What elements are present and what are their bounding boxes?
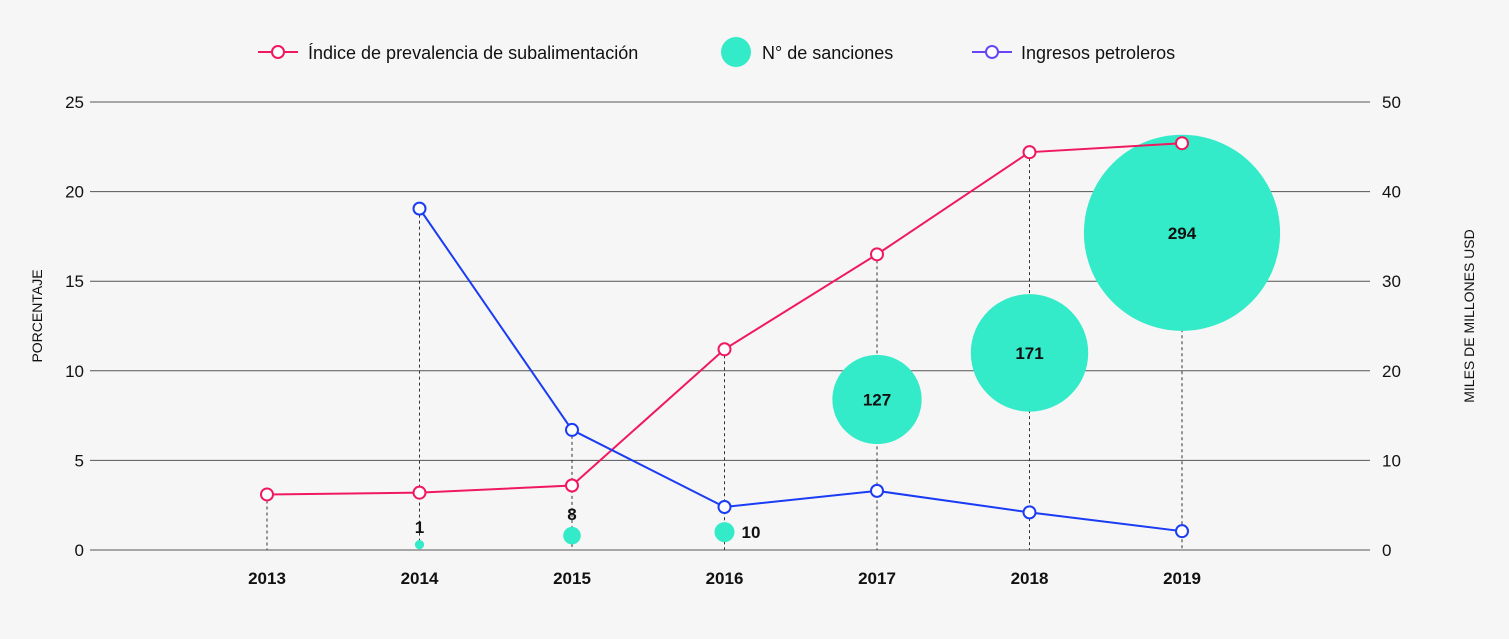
- y-right-tick-label: 40: [1382, 183, 1401, 202]
- legend-item-sanciones[interactable]: N° de sanciones: [721, 37, 893, 67]
- sanciones-bubble: [970, 294, 1089, 412]
- series-point-0: [565, 478, 579, 493]
- legend-item-ingresos[interactable]: Ingresos petroleros: [972, 43, 1175, 63]
- y-left-tick-label: 0: [75, 541, 84, 560]
- x-tick-label: 2016: [706, 569, 744, 588]
- sanciones-bubble: [832, 354, 922, 445]
- y-left-tick-label: 5: [75, 451, 84, 470]
- x-tick-label: 2019: [1163, 569, 1201, 588]
- y-axis-right-title: MILES DE MILLONES USD: [1461, 229, 1477, 403]
- bubble-label: 171: [1015, 344, 1043, 363]
- series-point-1: [412, 201, 427, 216]
- series-point-0: [1175, 136, 1189, 151]
- series-point-1: [1022, 505, 1037, 520]
- y-right-tick-label: 50: [1382, 93, 1401, 112]
- bubble-label: 10: [742, 523, 761, 542]
- legend-label: Índice de prevalencia de subalimentación: [308, 43, 638, 63]
- y-left-tick-label: 20: [65, 183, 84, 202]
- sanciones-bubble: [1083, 134, 1281, 331]
- series-point-0: [260, 487, 274, 502]
- series-point-0: [717, 342, 732, 357]
- series-line-1: [418, 208, 1183, 533]
- x-tick-label: 2015: [553, 569, 591, 588]
- y-axis-left-title: PORCENTAJE: [29, 269, 45, 362]
- y-right-tick-label: 30: [1382, 272, 1401, 291]
- sanciones-bubble: [714, 522, 735, 543]
- x-tick-label: 2013: [248, 569, 286, 588]
- x-tick-label: 2018: [1011, 569, 1049, 588]
- legend-item-subalimentacion[interactable]: Índice de prevalencia de subalimentación: [258, 43, 638, 63]
- legend-label: N° de sanciones: [762, 43, 893, 63]
- legend-marker-icon: [271, 45, 285, 59]
- legend-bubble-icon: [721, 37, 751, 67]
- series-point-0: [1022, 145, 1037, 160]
- legend: Índice de prevalencia de subalimentación…: [258, 37, 1175, 67]
- y-right-tick-label: 10: [1382, 451, 1401, 470]
- y-left-tick-label: 25: [65, 93, 84, 112]
- sanciones-bubble: [563, 526, 581, 545]
- legend-label: Ingresos petroleros: [1021, 43, 1175, 63]
- series-point-1: [1175, 524, 1189, 539]
- series-point-1: [565, 422, 579, 437]
- sanciones-bubble: [414, 540, 425, 550]
- bubble-label: 1: [415, 518, 424, 537]
- y-right-tick-label: 20: [1382, 362, 1401, 381]
- y-left-tick-label: 15: [65, 272, 84, 291]
- series-point-0: [412, 485, 427, 500]
- series-point-1: [717, 499, 732, 514]
- bubble-label: 8: [567, 505, 576, 524]
- series-point-0: [870, 247, 884, 262]
- bubble-label: 294: [1168, 224, 1197, 243]
- y-right-tick-label: 0: [1382, 541, 1391, 560]
- y-left-tick-label: 10: [65, 362, 84, 381]
- legend-marker-icon: [985, 45, 999, 59]
- series-point-1: [870, 483, 884, 498]
- x-tick-label: 2014: [401, 569, 439, 588]
- bubble-label: 127: [863, 390, 891, 409]
- x-tick-label: 2017: [858, 569, 896, 588]
